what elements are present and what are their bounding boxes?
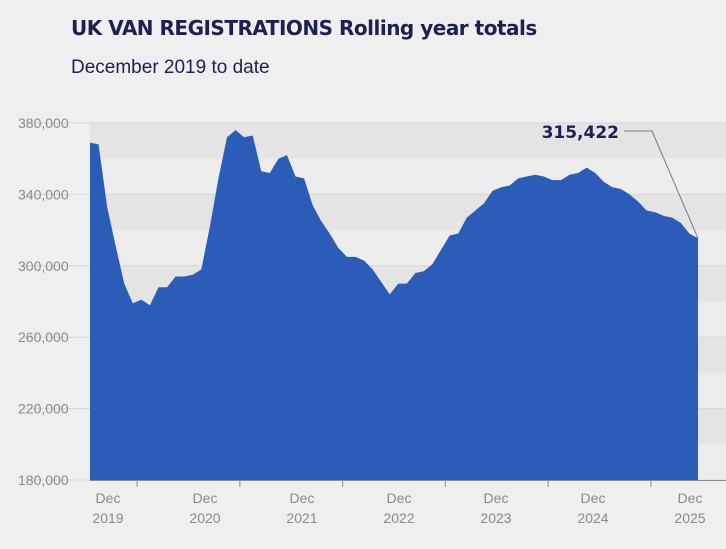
x-tick-month: Dec — [387, 490, 412, 506]
y-axis: 380,000 340,000 300,000 260,000 220,000 180,0… — [18, 115, 69, 488]
x-tick-month: Dec — [193, 490, 218, 506]
x-tick-year: 2019 — [92, 510, 123, 526]
y-tick-label: 220,000 — [18, 401, 69, 417]
x-tick-year: 2020 — [189, 510, 220, 526]
x-tick-year: 2023 — [480, 510, 511, 526]
y-tick-label: 260,000 — [18, 329, 69, 345]
annotation-leader — [624, 130, 699, 239]
chart-subtitle: December 2019 to date — [71, 57, 270, 78]
y-tick-label: 180,000 — [18, 472, 69, 488]
x-tick-month: Dec — [678, 490, 703, 506]
chart-title: UK VAN REGISTRATIONS Rolling year totals — [71, 16, 537, 40]
x-tick-month: Dec — [290, 490, 315, 506]
y-tick-label: 300,000 — [18, 258, 69, 274]
grid-band — [90, 123, 726, 159]
series-area-path — [90, 130, 698, 480]
x-tick-month: Dec — [96, 490, 121, 506]
x-tick-year: 2024 — [577, 510, 608, 526]
y-tick-label: 340,000 — [18, 186, 69, 202]
x-tick-year: 2021 — [286, 510, 317, 526]
x-tick-year: 2025 — [674, 510, 705, 526]
series-area — [90, 130, 698, 480]
x-tick-month: Dec — [484, 490, 509, 506]
x-tick-year: 2022 — [383, 510, 414, 526]
annotation: 315,422 — [542, 123, 699, 239]
x-tick-month: Dec — [581, 490, 606, 506]
annotation-label: 315,422 — [542, 123, 619, 143]
y-tick-label: 380,000 — [18, 115, 69, 131]
grid-band — [90, 158, 726, 195]
x-axis: Dec 2019 Dec 2020 Dec 2021 Dec 2022 Dec 2023 Dec 20… — [90, 480, 726, 526]
